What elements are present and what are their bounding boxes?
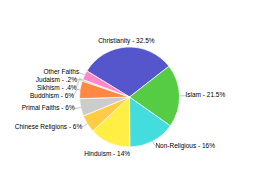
slice-label: Buddhism - 6% (30, 92, 74, 99)
slice-label: Sikhism - .4% (37, 84, 77, 91)
chart-svg: Christianity - 32.5% Islam - 21.5% Non-Rel… (0, 0, 259, 194)
leader-line (76, 80, 83, 89)
slice-label: Judaism - .2% (36, 76, 77, 83)
slice-label: Chinese Religions - 6% (15, 123, 83, 131)
slice-label: Primal Faiths - 6% (22, 104, 75, 111)
slice-label: Non-Religious - 16% (155, 142, 215, 150)
leader-line (179, 95, 186, 96)
pie-slice (130, 97, 171, 147)
chart-container: Christianity - 32.5% Islam - 21.5% Non-Rel… (0, 0, 259, 194)
slice-label: Other Faiths (43, 68, 80, 75)
leader-line (78, 72, 84, 75)
slice-label: Hinduism - 14% (84, 150, 130, 157)
leader-line (81, 124, 87, 127)
slice-label: Christianity - 32.5% (98, 37, 155, 45)
pie (80, 47, 180, 147)
pie-slice (80, 97, 130, 116)
leader-line (74, 107, 81, 108)
leader-line (76, 79, 83, 81)
pie-slice (83, 71, 130, 97)
slice-label: Islam - 21.5% (185, 91, 225, 98)
labels: Christianity - 32.5% Islam - 21.5% Non-Rel… (15, 37, 226, 157)
leader-line (73, 89, 80, 96)
leader-line (153, 141, 157, 146)
